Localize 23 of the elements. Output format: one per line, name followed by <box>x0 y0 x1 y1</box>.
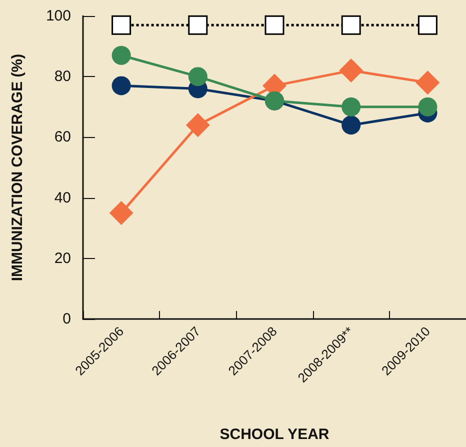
point <box>341 15 361 35</box>
point <box>109 200 134 225</box>
point <box>416 70 440 95</box>
x-axis-title: SCHOOL YEAR <box>220 426 330 443</box>
y-tick-label: 60 <box>54 128 71 146</box>
point <box>264 15 284 35</box>
point <box>112 15 132 35</box>
y-tick-label: 100 <box>46 8 71 24</box>
point <box>112 76 131 96</box>
point <box>186 113 210 138</box>
point <box>418 15 438 35</box>
point <box>188 15 208 35</box>
point <box>342 116 361 135</box>
y-tick-label: 20 <box>54 250 71 267</box>
y-tick-label: 40 <box>54 189 71 206</box>
y-tick-label: 0 <box>62 310 71 328</box>
point <box>188 67 208 86</box>
point <box>418 97 438 116</box>
y-tick-label: 80 <box>54 68 71 86</box>
point <box>342 97 361 116</box>
point <box>112 46 131 65</box>
y-axis-title: IMMUNIZATION COVERAGE (%) <box>9 54 26 282</box>
point <box>339 58 364 83</box>
